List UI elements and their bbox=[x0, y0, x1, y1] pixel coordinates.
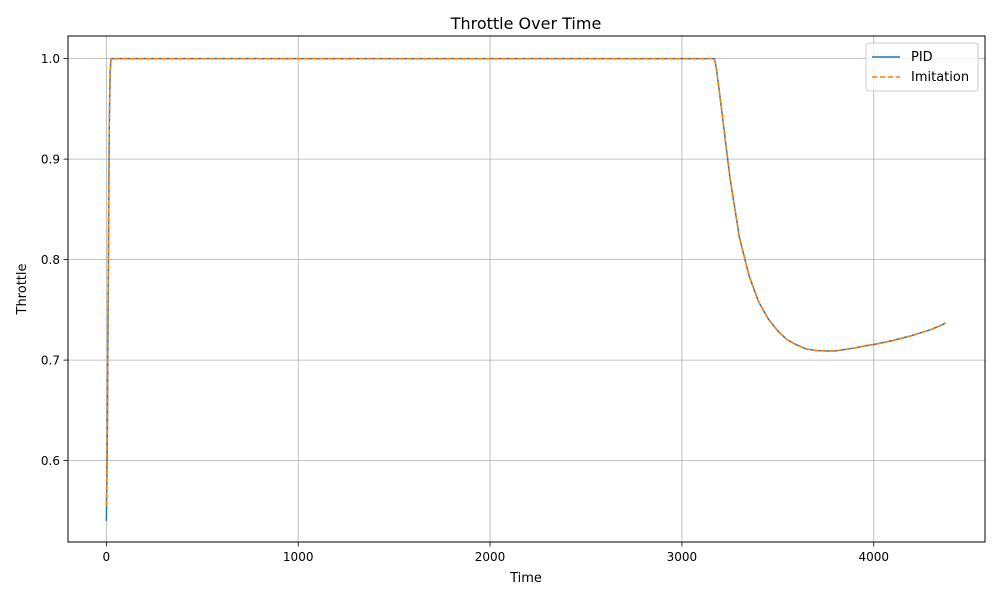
x-tick-label: 0 bbox=[103, 550, 111, 564]
x-tick-label: 4000 bbox=[858, 550, 889, 564]
x-tick-label: 3000 bbox=[667, 550, 698, 564]
chart-title: Throttle Over Time bbox=[450, 14, 602, 33]
series-layer bbox=[105, 57, 947, 521]
x-tick-label: 1000 bbox=[283, 550, 314, 564]
y-tick-label: 0.6 bbox=[41, 454, 60, 468]
y-tick-label: 1.0 bbox=[41, 52, 60, 66]
legend-frame bbox=[865, 42, 979, 92]
plot-frame bbox=[67, 35, 986, 543]
series-line-imitation bbox=[105, 57, 947, 506]
y-axis-label: Throttle bbox=[15, 264, 30, 316]
axis-ticks: 0 1000 2000 3000 4000 0.6 0.7 0.8 0.9 1.0 bbox=[41, 52, 889, 564]
legend-label-pid: PID bbox=[911, 50, 933, 65]
grid bbox=[68, 36, 985, 542]
legend-label-imitation: Imitation bbox=[911, 70, 969, 85]
y-tick-label: 0.8 bbox=[41, 253, 60, 267]
x-axis-label: Time bbox=[509, 571, 542, 586]
legend: PID Imitation bbox=[865, 42, 979, 92]
x-tick-label: 2000 bbox=[475, 550, 506, 564]
y-tick-label: 0.7 bbox=[41, 354, 60, 368]
y-tick-label: 0.9 bbox=[41, 153, 60, 167]
